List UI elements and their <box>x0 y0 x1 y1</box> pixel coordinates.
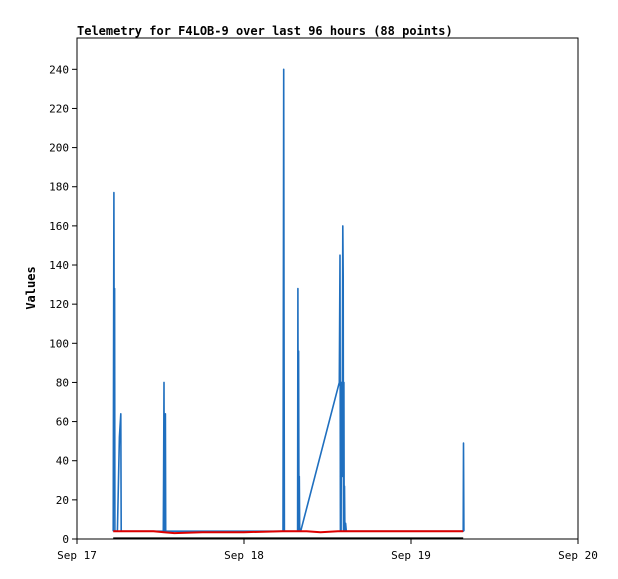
y-tick-label: 200 <box>49 142 69 155</box>
y-tick-label: 120 <box>49 298 69 311</box>
y-tick-label: 180 <box>49 181 69 194</box>
plot-frame <box>76 37 579 540</box>
x-tick-label: Sep 20 <box>558 549 598 562</box>
x-tick-label: Sep 19 <box>391 549 431 562</box>
y-axis-label: Values <box>24 266 38 309</box>
y-tick-label: 0 <box>62 533 69 546</box>
y-tick-label: 60 <box>56 416 69 429</box>
x-axis: Sep 17 Sep 18 Sep 19 Sep 20 <box>57 539 598 562</box>
series-blue-line <box>112 68 465 533</box>
y-tick-label: 160 <box>49 220 69 233</box>
y-tick-label: 40 <box>56 455 69 468</box>
y-tick-label: 140 <box>49 259 69 272</box>
y-tick-label: 20 <box>56 494 69 507</box>
x-tick-label: Sep 18 <box>224 549 264 562</box>
x-tick-label: Sep 17 <box>57 549 97 562</box>
y-tick-label: 80 <box>56 376 69 389</box>
y-tick-label: 100 <box>49 337 69 350</box>
y-tick-label: 220 <box>49 102 69 115</box>
y-tick-label: 240 <box>49 63 69 76</box>
y-axis: 0 20 40 60 80 100 120 140 160 180 200 220 240 <box>49 63 77 546</box>
series-layer <box>112 68 465 540</box>
series-red-line <box>113 530 464 535</box>
chart-title: Telemetry for F4LOB-9 over last 96 hours… <box>77 24 453 38</box>
